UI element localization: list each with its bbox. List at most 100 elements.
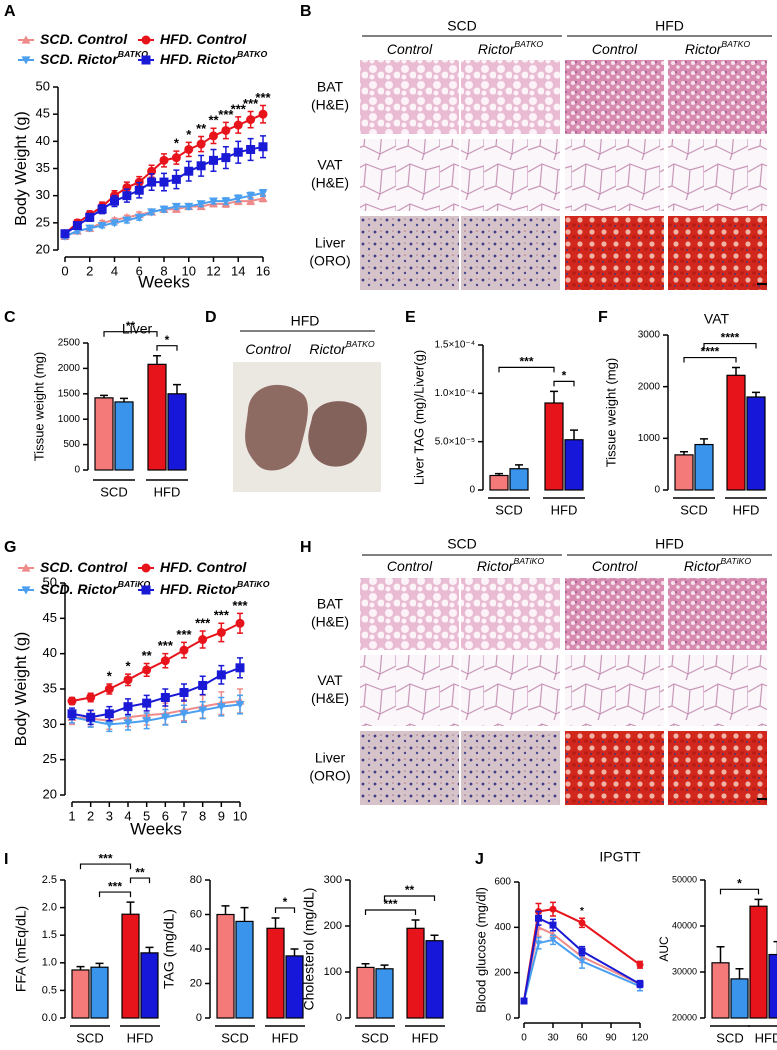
genotype-header-superscript: BATiKO	[513, 556, 544, 566]
histology-image	[461, 731, 560, 805]
genotype-header: Control	[245, 341, 291, 357]
legend-label-main: SCD. Rictor	[40, 51, 119, 67]
x-tick-label: 9	[218, 808, 225, 823]
y-tick-label: 1.0	[42, 957, 57, 969]
histology-image	[668, 60, 767, 134]
histology-image	[360, 655, 459, 726]
y-tick-label: 35	[43, 680, 57, 695]
significance-label: ***	[195, 615, 211, 630]
marker	[636, 961, 644, 969]
marker	[159, 155, 169, 165]
error-bar	[221, 905, 230, 915]
marker	[179, 645, 189, 655]
error-bar	[773, 940, 777, 955]
marker	[235, 618, 245, 628]
bar	[544, 402, 564, 491]
marker	[246, 115, 256, 125]
y-tick-label: 60	[190, 908, 202, 920]
histology-image	[461, 60, 560, 134]
bar	[167, 393, 187, 471]
marker	[85, 212, 95, 222]
genotype-header-main: Control	[245, 341, 291, 357]
significance-label: **	[208, 113, 219, 128]
legend-label-main: SCD. Control	[40, 559, 128, 575]
bar	[375, 968, 394, 1019]
genotype-header-superscript: BATKO	[346, 339, 375, 349]
y-tick-label: 1.0×10⁻⁴	[435, 388, 475, 399]
error-bar	[752, 391, 760, 397]
marker	[196, 139, 206, 149]
marker	[221, 125, 231, 135]
significance-label: *	[562, 369, 567, 383]
diet-header: HFD	[655, 536, 684, 552]
significance-bracket	[103, 331, 158, 337]
x-tick-label: 30	[547, 1033, 559, 1044]
y-tick-label: 40000	[672, 920, 697, 930]
marker	[578, 958, 586, 965]
significance-label: *	[580, 906, 584, 917]
y-tick-label: 30	[43, 716, 57, 731]
marker	[97, 221, 107, 231]
significance-label: ***	[214, 608, 230, 623]
group-label: HFD	[412, 1030, 439, 1045]
y-axis-label: Body Weight (g)	[13, 632, 30, 746]
marker	[122, 216, 132, 225]
y-tick-label: 400	[494, 922, 511, 933]
histology-image	[668, 578, 767, 650]
x-tick-label: 90	[605, 1033, 617, 1044]
liver-photo-organ	[245, 384, 308, 471]
legend-label-main: SCD. Control	[40, 31, 128, 47]
marker	[179, 710, 189, 719]
y-tick-label: 200	[494, 967, 511, 978]
legend-label-main: HFD. Control	[160, 559, 247, 575]
marker	[85, 224, 95, 233]
genotype-header: Control	[387, 558, 433, 574]
significance-label: ***	[519, 355, 533, 369]
y-axis-label: Tissue weight (mg)	[603, 358, 618, 467]
marker	[235, 663, 245, 673]
marker	[209, 155, 218, 165]
marker	[104, 684, 114, 694]
bar	[489, 474, 509, 491]
histology-image	[565, 578, 664, 650]
significance-bracket	[98, 891, 132, 898]
marker	[184, 166, 194, 176]
error-bar	[153, 354, 161, 365]
marker	[67, 696, 77, 706]
histology-image	[360, 139, 459, 211]
error-bar	[735, 968, 744, 979]
error-bar	[700, 438, 708, 445]
error-bar	[126, 901, 135, 915]
marker	[141, 55, 151, 65]
marker	[141, 35, 151, 45]
genotype-header: RictorBATiKO	[684, 556, 751, 573]
y-tick-label: 20000	[672, 1012, 697, 1022]
x-tick-label: 0	[61, 263, 68, 278]
marker	[246, 196, 256, 205]
y-tick-label: 45	[36, 106, 50, 121]
genotype-header-main: Rictor	[684, 558, 722, 574]
marker	[123, 719, 133, 728]
y-tick-label: 80	[190, 874, 202, 886]
significance-label: **	[196, 121, 207, 136]
error-bar	[550, 390, 558, 403]
genotype-header: RictorBATKO	[478, 39, 544, 56]
photo-title: HFD	[291, 313, 320, 329]
group-label: SCD	[716, 1030, 743, 1045]
marker	[578, 947, 586, 955]
marker	[147, 208, 157, 217]
y-tick-label: 3000	[638, 330, 661, 341]
marker	[142, 698, 152, 708]
x-axis-label: Weeks	[130, 819, 182, 838]
significance-label: ***	[158, 638, 174, 653]
y-tick-label: 35	[36, 160, 50, 175]
error-bar	[145, 946, 154, 953]
genotype-header: Control	[592, 41, 638, 57]
panel-letter: A	[4, 3, 16, 20]
legend-label: SCD. Control	[40, 559, 128, 575]
x-tick-label: 2	[87, 808, 94, 823]
genotype-header-main: Control	[592, 41, 638, 57]
group-label: HFD	[127, 1030, 154, 1045]
legend-label: SCD. RictorBATiKO	[40, 579, 150, 596]
marker	[198, 680, 208, 690]
